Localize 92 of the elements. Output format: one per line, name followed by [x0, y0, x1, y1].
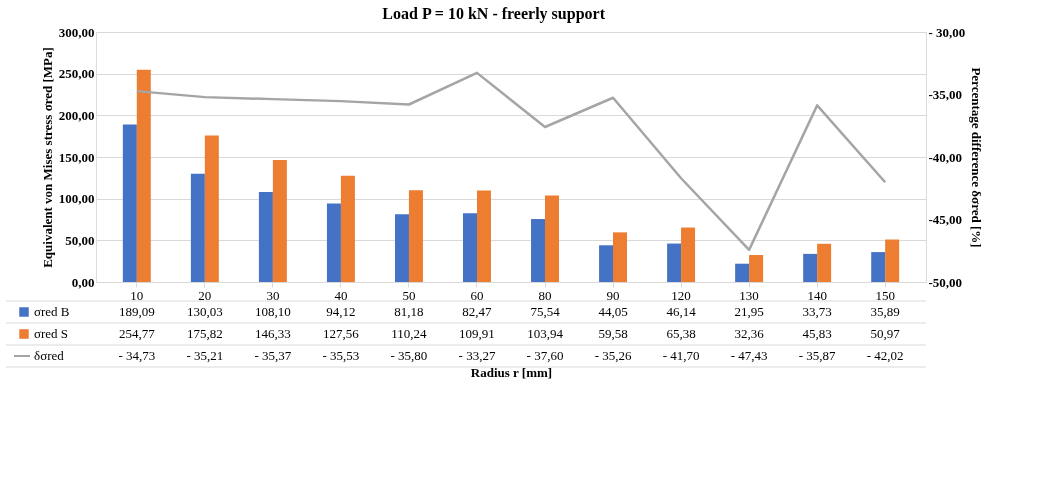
- x-tick-label: 150: [875, 287, 895, 303]
- data-label: 33,73: [802, 304, 832, 319]
- bar: [871, 252, 886, 282]
- y-axis-title: Equivalent von Mises stress σred [MPa]: [39, 47, 55, 268]
- bar: [613, 232, 628, 282]
- data-label: 32,36: [734, 326, 765, 341]
- x-tick-label: 40: [334, 287, 348, 303]
- x-tick-label: 140: [807, 287, 827, 303]
- y-tick-label: 0,00: [71, 274, 95, 290]
- bar: [258, 191, 273, 282]
- y-tick-label: 200,00: [58, 107, 95, 123]
- bar: [340, 175, 355, 282]
- data-label: 127,56: [323, 326, 360, 341]
- data-label: 46,14: [666, 304, 697, 319]
- data-label: - 41,70: [662, 348, 700, 363]
- bar: [803, 253, 818, 282]
- data-label: 254,77: [118, 326, 156, 341]
- data-label: - 34,73: [118, 348, 156, 363]
- y-tick-label: 300,00: [58, 24, 95, 40]
- y2-tick-label: - 30,00: [928, 24, 966, 40]
- legend-label: σred S: [34, 326, 69, 341]
- data-label: 109,91: [459, 326, 495, 341]
- data-label: - 35,80: [390, 348, 428, 363]
- data-label: 50,97: [870, 326, 901, 341]
- bar: [599, 245, 614, 282]
- y2-tick-label: -50,00: [928, 274, 963, 290]
- data-label: 189,09: [118, 304, 155, 319]
- data-label: - 35,53: [322, 348, 360, 363]
- bar: [272, 160, 287, 282]
- bar: [190, 173, 205, 282]
- bar: [408, 190, 423, 282]
- y-tick-label: 150,00: [58, 149, 95, 165]
- x-tick-label: 90: [606, 287, 620, 303]
- data-label: - 35,26: [594, 348, 632, 363]
- y-tick-label: 50,00: [65, 232, 95, 248]
- legend-label: σred B: [34, 304, 70, 319]
- data-label: 103,94: [527, 326, 564, 341]
- data-label: 59,58: [598, 326, 628, 341]
- data-label: 110,24: [391, 326, 428, 341]
- data-label: - 42,02: [866, 348, 904, 363]
- x-tick-label: 20: [198, 287, 212, 303]
- data-label: - 37,60: [526, 348, 564, 363]
- bar: [463, 213, 478, 282]
- x-tick-label: 80: [538, 287, 552, 303]
- line-series: [135, 71, 887, 252]
- x-tick-label: 60: [470, 287, 484, 303]
- bar: [531, 219, 546, 282]
- data-label: - 35,21: [186, 348, 224, 363]
- bar: [476, 190, 491, 282]
- data-label: 35,89: [870, 304, 900, 319]
- x-tick-label: 30: [266, 287, 280, 303]
- bar: [122, 124, 137, 282]
- bar: [136, 69, 151, 282]
- bar: [749, 255, 764, 282]
- x-tick-label: 130: [739, 287, 759, 303]
- chart-title: Load P = 10 kN - freerly support: [382, 4, 606, 23]
- bar: [326, 203, 341, 282]
- x-tick-label: 50: [402, 287, 416, 303]
- bar: [544, 195, 559, 282]
- data-label: 108,10: [255, 304, 291, 319]
- y2-tick-label: -35,00: [928, 87, 963, 102]
- x-axis-title: Radius r [mm]: [470, 364, 553, 380]
- bar: [204, 135, 219, 282]
- data-label: - 47,43: [730, 348, 768, 363]
- data-label: 146,33: [255, 326, 291, 341]
- data-label: 130,03: [186, 304, 223, 319]
- data-label: 81,18: [394, 304, 424, 319]
- data-label: 44,05: [598, 304, 628, 319]
- y2-tick-label: -45,00: [928, 212, 963, 227]
- data-label: - 35,87: [798, 348, 837, 363]
- y-tick-label: 250,00: [58, 66, 95, 82]
- x-tick-label: 120: [671, 287, 691, 303]
- data-label: - 33,27: [458, 348, 496, 363]
- data-label: 65,38: [666, 326, 696, 341]
- bar: [667, 243, 682, 282]
- y-tick-label: 100,00: [58, 191, 95, 207]
- data-label: 75,54: [530, 304, 561, 319]
- data-label: 175,82: [186, 326, 223, 341]
- bar: [885, 239, 900, 282]
- bar: [817, 243, 832, 282]
- y2-tick-label: -40,00: [928, 149, 963, 165]
- data-label: 94,12: [326, 304, 356, 319]
- data-label: 82,47: [462, 304, 493, 319]
- bar: [735, 263, 750, 282]
- legend-label: δσred: [34, 348, 65, 363]
- data-label: - 35,37: [254, 348, 292, 363]
- bar: [394, 214, 409, 282]
- data-label: 21,95: [734, 304, 764, 319]
- data-label: 45,83: [802, 326, 832, 341]
- bar: [681, 227, 696, 282]
- y2-axis-title: Percentage difference δσred [%]: [969, 67, 985, 248]
- x-tick-label: 10: [130, 287, 144, 303]
